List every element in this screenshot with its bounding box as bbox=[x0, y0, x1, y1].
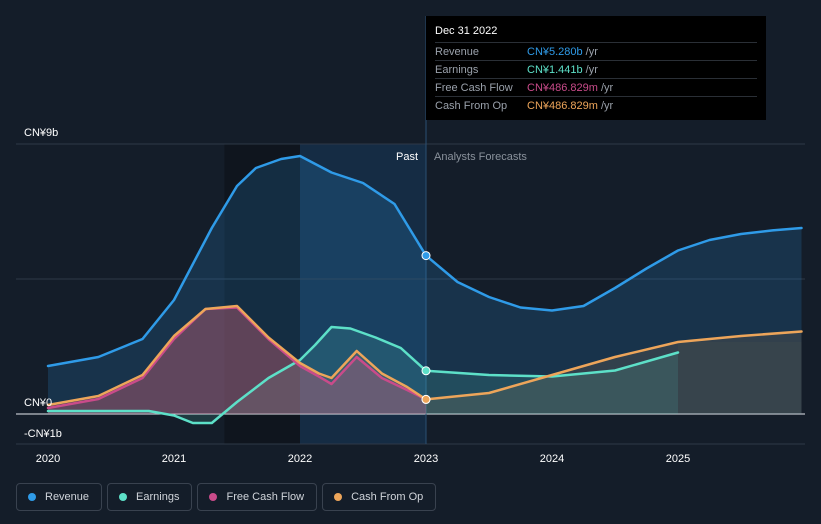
y-axis-label: CN¥9b bbox=[24, 127, 58, 139]
revenue-area bbox=[48, 156, 802, 414]
tooltip-date: Dec 31 2022 bbox=[435, 25, 498, 37]
tooltip-unit: /yr bbox=[585, 63, 598, 76]
tooltip: Dec 31 2022 Revenue CN¥5.280b /yr Earnin… bbox=[426, 16, 766, 120]
x-tick-label: 2025 bbox=[666, 453, 690, 465]
tooltip-row-revenue: Revenue CN¥5.280b /yr bbox=[435, 42, 757, 60]
forecast-label: Analysts Forecasts bbox=[434, 151, 527, 163]
x-tick-label: 2024 bbox=[540, 453, 564, 465]
y-axis-label: -CN¥1b bbox=[24, 428, 62, 440]
tooltip-value: CN¥5.280b bbox=[527, 45, 583, 58]
cash-from-op-marker bbox=[421, 394, 431, 404]
x-tick-label: 2022 bbox=[288, 453, 312, 465]
legend-label: Free Cash Flow bbox=[226, 491, 305, 503]
tooltip-value: CN¥486.829m bbox=[527, 81, 598, 94]
tooltip-label: Earnings bbox=[435, 63, 479, 76]
tooltip-unit: /yr bbox=[585, 45, 598, 58]
legend-dot-icon bbox=[28, 493, 36, 501]
tooltip-label: Free Cash Flow bbox=[435, 81, 513, 94]
legend-label: Revenue bbox=[45, 491, 90, 503]
legend-dot-icon bbox=[209, 493, 218, 501]
tooltip-label: Cash From Op bbox=[435, 99, 508, 112]
earnings-marker bbox=[421, 366, 431, 376]
cash-from-op-area bbox=[48, 306, 802, 414]
legend-item-free-cash-flow[interactable]: Free Cash Flow bbox=[197, 483, 318, 511]
legend-label: Cash From Op bbox=[351, 491, 424, 503]
past-band-highlight bbox=[300, 144, 426, 444]
legend-item-earnings[interactable]: Earnings bbox=[107, 483, 193, 511]
tooltip-row-earnings: Earnings CN¥1.441b /yr bbox=[435, 60, 757, 78]
cash-from-op-line bbox=[46, 304, 803, 407]
tooltip-row-free-cash-flow: Free Cash Flow CN¥486.829m /yr bbox=[435, 78, 757, 96]
forecast-band bbox=[678, 342, 802, 414]
x-tick-label: 2023 bbox=[414, 453, 438, 465]
legend-dot-icon bbox=[334, 493, 343, 501]
x-tick-label: 2020 bbox=[36, 453, 60, 465]
past-band-dark bbox=[224, 144, 300, 444]
tooltip-unit: /yr bbox=[600, 99, 614, 112]
tooltip-label: Revenue bbox=[435, 45, 480, 58]
y-axis-label: CN¥0 bbox=[24, 397, 52, 409]
legend-label: Earnings bbox=[136, 491, 180, 503]
free-cash-flow-area bbox=[48, 307, 426, 414]
past-label: Past bbox=[396, 151, 418, 163]
legend-dot-icon bbox=[119, 493, 128, 501]
free-cash-flow-line bbox=[46, 306, 428, 410]
earnings-area bbox=[48, 327, 678, 423]
tooltip-value: CN¥486.829m bbox=[527, 99, 598, 112]
x-tick-label: 2021 bbox=[162, 453, 186, 465]
tooltip-row-cash-from-op: Cash From Op CN¥486.829m /yr bbox=[435, 96, 757, 114]
legend-item-revenue[interactable]: Revenue bbox=[16, 483, 103, 511]
tooltip-value: CN¥1.441b bbox=[527, 63, 583, 76]
tooltip-unit: /yr bbox=[600, 81, 614, 94]
legend-item-cash-from-op[interactable]: Cash From Op bbox=[322, 483, 437, 511]
earnings-line bbox=[46, 325, 680, 425]
revenue-marker bbox=[421, 251, 431, 261]
legend: Revenue Earnings Free Cash Flow Cash Fro… bbox=[16, 483, 437, 511]
